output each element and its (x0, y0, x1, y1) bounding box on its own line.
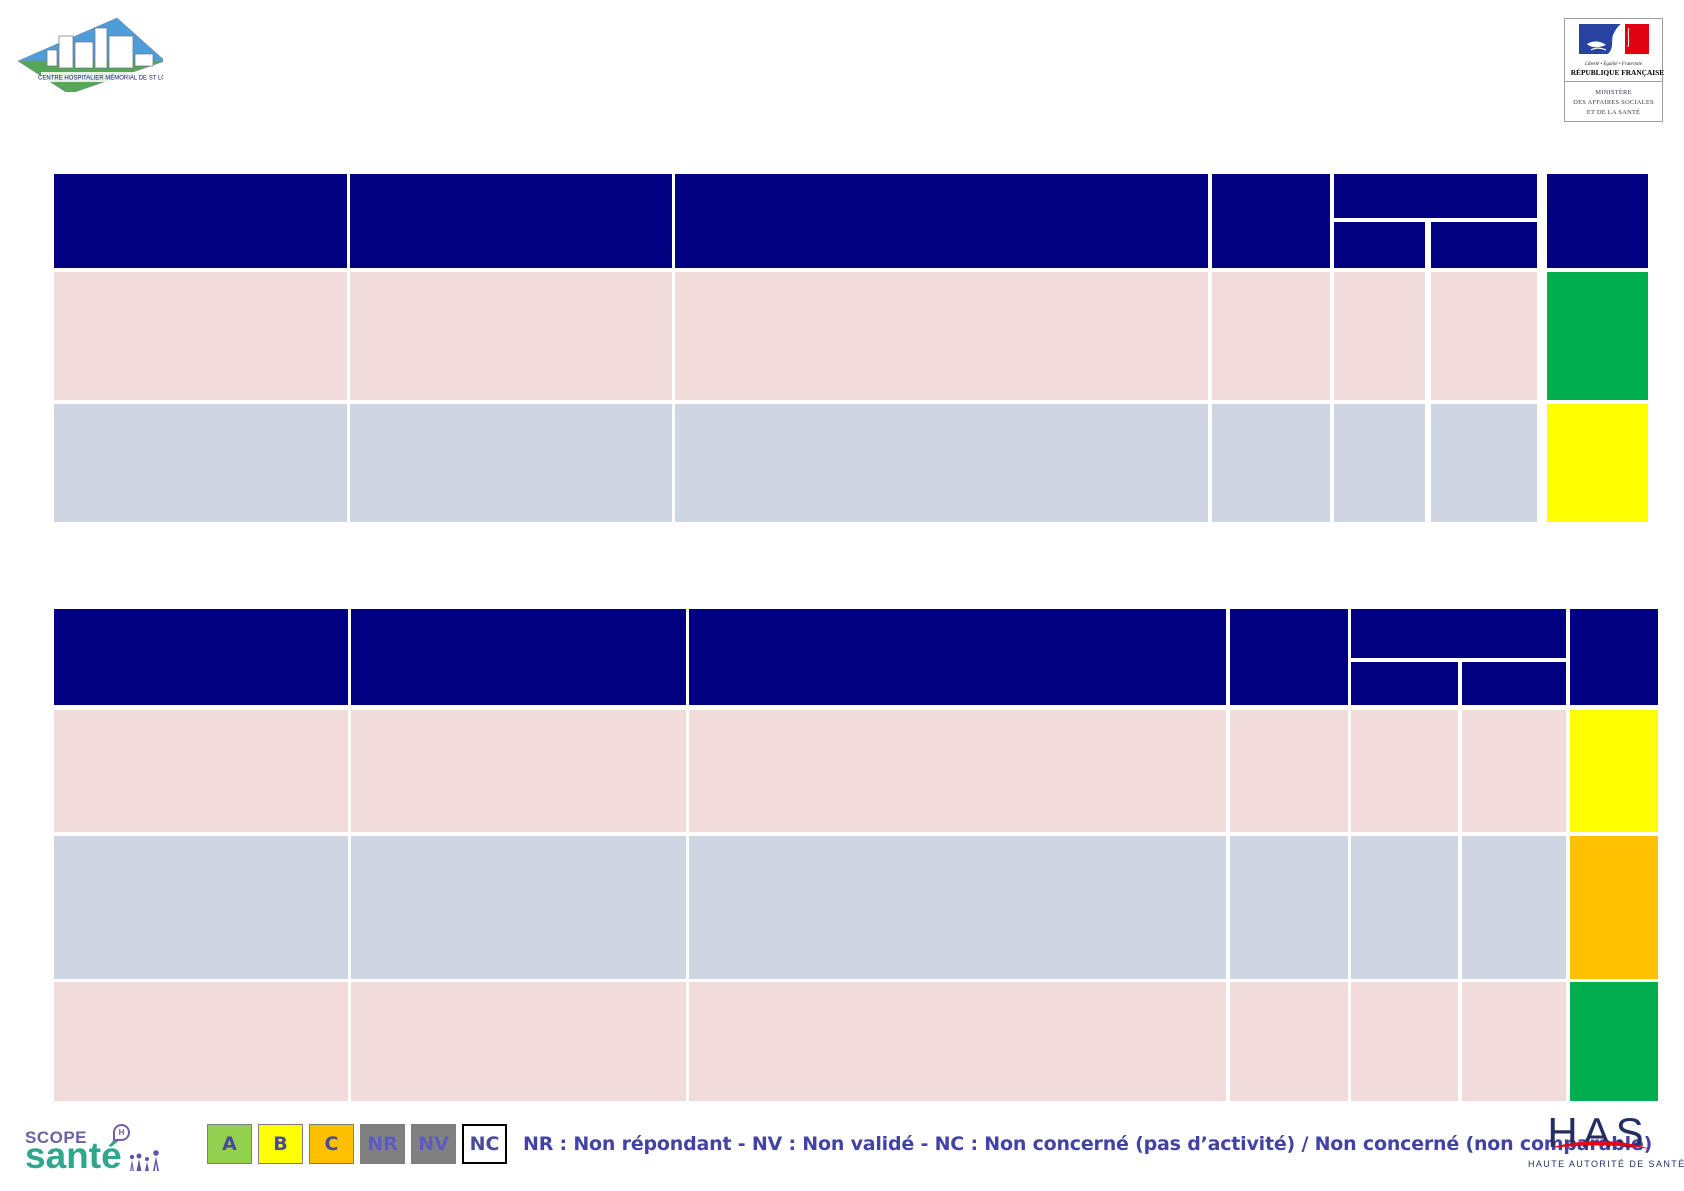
data-cell (1230, 982, 1348, 1101)
header-cell (675, 174, 1208, 268)
data-cell (1212, 272, 1330, 400)
header-subcell (1351, 662, 1458, 705)
marianne-flag-icon (1578, 24, 1649, 54)
data-cell (675, 272, 1208, 400)
header-cell (54, 609, 348, 705)
has-acronym: HAS (1547, 1110, 1648, 1156)
ministry-line: ET DE LA SANTÉ (1586, 108, 1641, 116)
data-cell (54, 272, 347, 400)
header-group-cell (1351, 609, 1566, 658)
result-cell (1570, 836, 1658, 979)
data-cell (1334, 272, 1425, 400)
data-cell (1230, 836, 1348, 979)
data-cell (689, 710, 1226, 832)
indicator-table-1 (54, 174, 1648, 522)
data-cell (1431, 272, 1537, 400)
data-cell (1431, 404, 1537, 522)
result-cell (1547, 404, 1648, 522)
scope-sante-logo: SCOPE H santé (25, 1124, 185, 1176)
legend-box-nr: NR (360, 1124, 405, 1164)
hospital-logo-text: CENTRE HOSPITALIER MÉMORIAL DE ST LO (38, 75, 163, 82)
republique-block: Liberté • Égalité • Fraternité RÉPUBLIQU… (1565, 19, 1665, 82)
indicator-table-2 (54, 609, 1658, 1101)
ministry-line: DES AFFAIRES SOCIALES (1573, 98, 1654, 106)
header-cell (350, 174, 672, 268)
data-cell (351, 982, 686, 1101)
has-subtitle: HAUTE AUTORITÉ DE SANTÉ (1528, 1159, 1684, 1169)
data-cell (1212, 404, 1330, 522)
republique-motto: Liberté • Égalité • Fraternité (1584, 61, 1643, 67)
header-cell (689, 609, 1226, 705)
data-cell (675, 404, 1208, 522)
ministry-line: MINISTÈRE (1595, 89, 1632, 96)
data-cell (1351, 982, 1458, 1101)
header-cell (1230, 609, 1348, 705)
hospital-logo: CENTRE HOSPITALIER MÉMORIAL DE ST LO (13, 12, 166, 95)
data-cell (351, 836, 686, 979)
data-cell (1462, 836, 1566, 979)
result-cell (1570, 982, 1658, 1101)
legend-box-a: A (207, 1124, 252, 1164)
header-cell (1570, 609, 1658, 705)
result-cell (1547, 272, 1648, 400)
legend-box-c: C (309, 1124, 354, 1164)
hospital-logo-graphic: CENTRE HOSPITALIER MÉMORIAL DE ST LO (16, 17, 166, 95)
data-cell (1230, 710, 1348, 832)
data-cell (54, 710, 348, 832)
data-cell (1334, 404, 1425, 522)
hospital-bubble-icon: H (113, 1124, 130, 1141)
data-cell (1351, 836, 1458, 979)
has-logo: HAS HAUTE AUTORITÉ DE SANTÉ (1528, 1109, 1684, 1169)
header-subcell (1334, 222, 1425, 268)
data-cell (54, 982, 348, 1101)
has-logo-graphic: HAS (1547, 1109, 1650, 1156)
header-cell (1212, 174, 1330, 268)
family-icon (129, 1150, 159, 1171)
data-cell (350, 404, 672, 522)
header-cell (1547, 174, 1648, 268)
data-cell (351, 710, 686, 832)
legend-box-b: B (258, 1124, 303, 1164)
header-cell (351, 609, 686, 705)
sante-word: santé (25, 1135, 122, 1176)
scope-word: SCOPE (25, 1128, 88, 1147)
data-cell (1462, 982, 1566, 1101)
data-cell (54, 836, 348, 979)
data-cell (1462, 710, 1566, 832)
legend-box-nc: NC (462, 1124, 507, 1164)
ministry-name: MINISTÈRE DES AFFAIRES SOCIALES ET DE LA… (1565, 82, 1662, 117)
header-group-cell (1334, 174, 1537, 218)
legend-box-nv: NV (411, 1124, 456, 1164)
republique-name: RÉPUBLIQUE FRANÇAISE (1570, 68, 1665, 77)
header-subcell (1462, 662, 1566, 705)
grade-legend: A B C NR NV NC NR : Non répondant - NV :… (207, 1124, 1652, 1164)
data-cell (689, 982, 1226, 1101)
data-cell (54, 404, 347, 522)
ministry-logo: Liberté • Égalité • Fraternité RÉPUBLIQU… (1564, 18, 1665, 122)
legend-note: NR : Non répondant - NV : Non validé - N… (523, 1133, 1653, 1155)
data-cell (689, 836, 1226, 979)
result-cell (1570, 710, 1658, 832)
header-subcell (1431, 222, 1537, 268)
data-cell (1351, 710, 1458, 832)
header-cell (54, 174, 347, 268)
data-cell (350, 272, 672, 400)
